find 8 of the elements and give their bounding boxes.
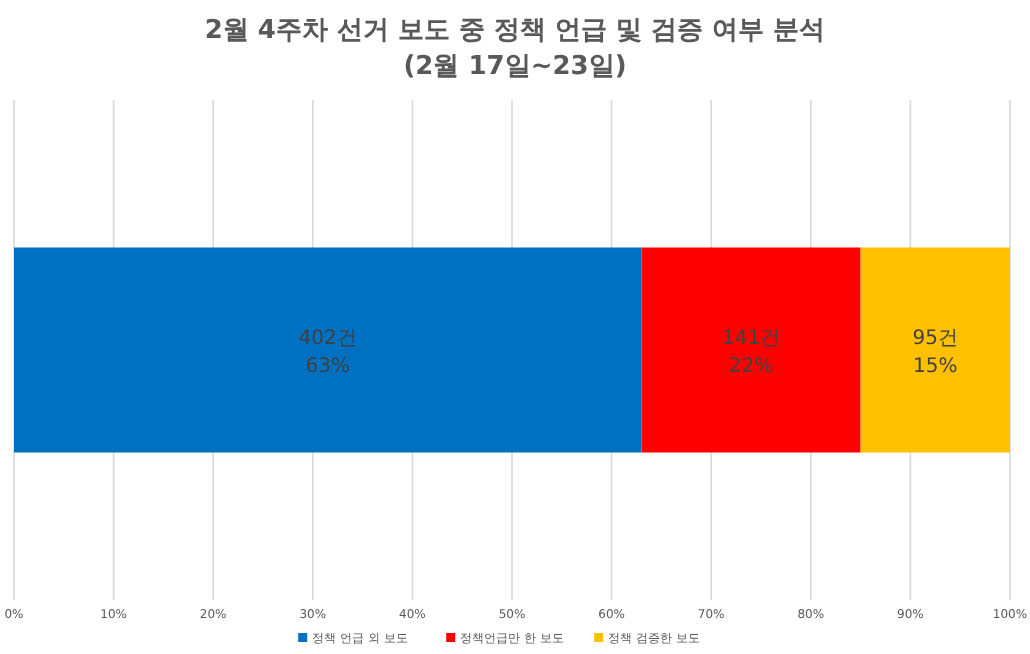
bar xyxy=(14,247,642,453)
chart-title: 2월 4주차 선거 보도 중 정책 언급 및 검증 여부 분석 xyxy=(204,16,826,46)
data-label: 95건 15% xyxy=(912,328,959,378)
data-label: 141건 22% xyxy=(721,328,781,378)
bar xyxy=(860,247,1010,453)
chart-subtitle: (2월 17일~23일) xyxy=(403,52,627,82)
data-label: 402건 63% xyxy=(298,328,357,378)
bar xyxy=(641,247,861,453)
